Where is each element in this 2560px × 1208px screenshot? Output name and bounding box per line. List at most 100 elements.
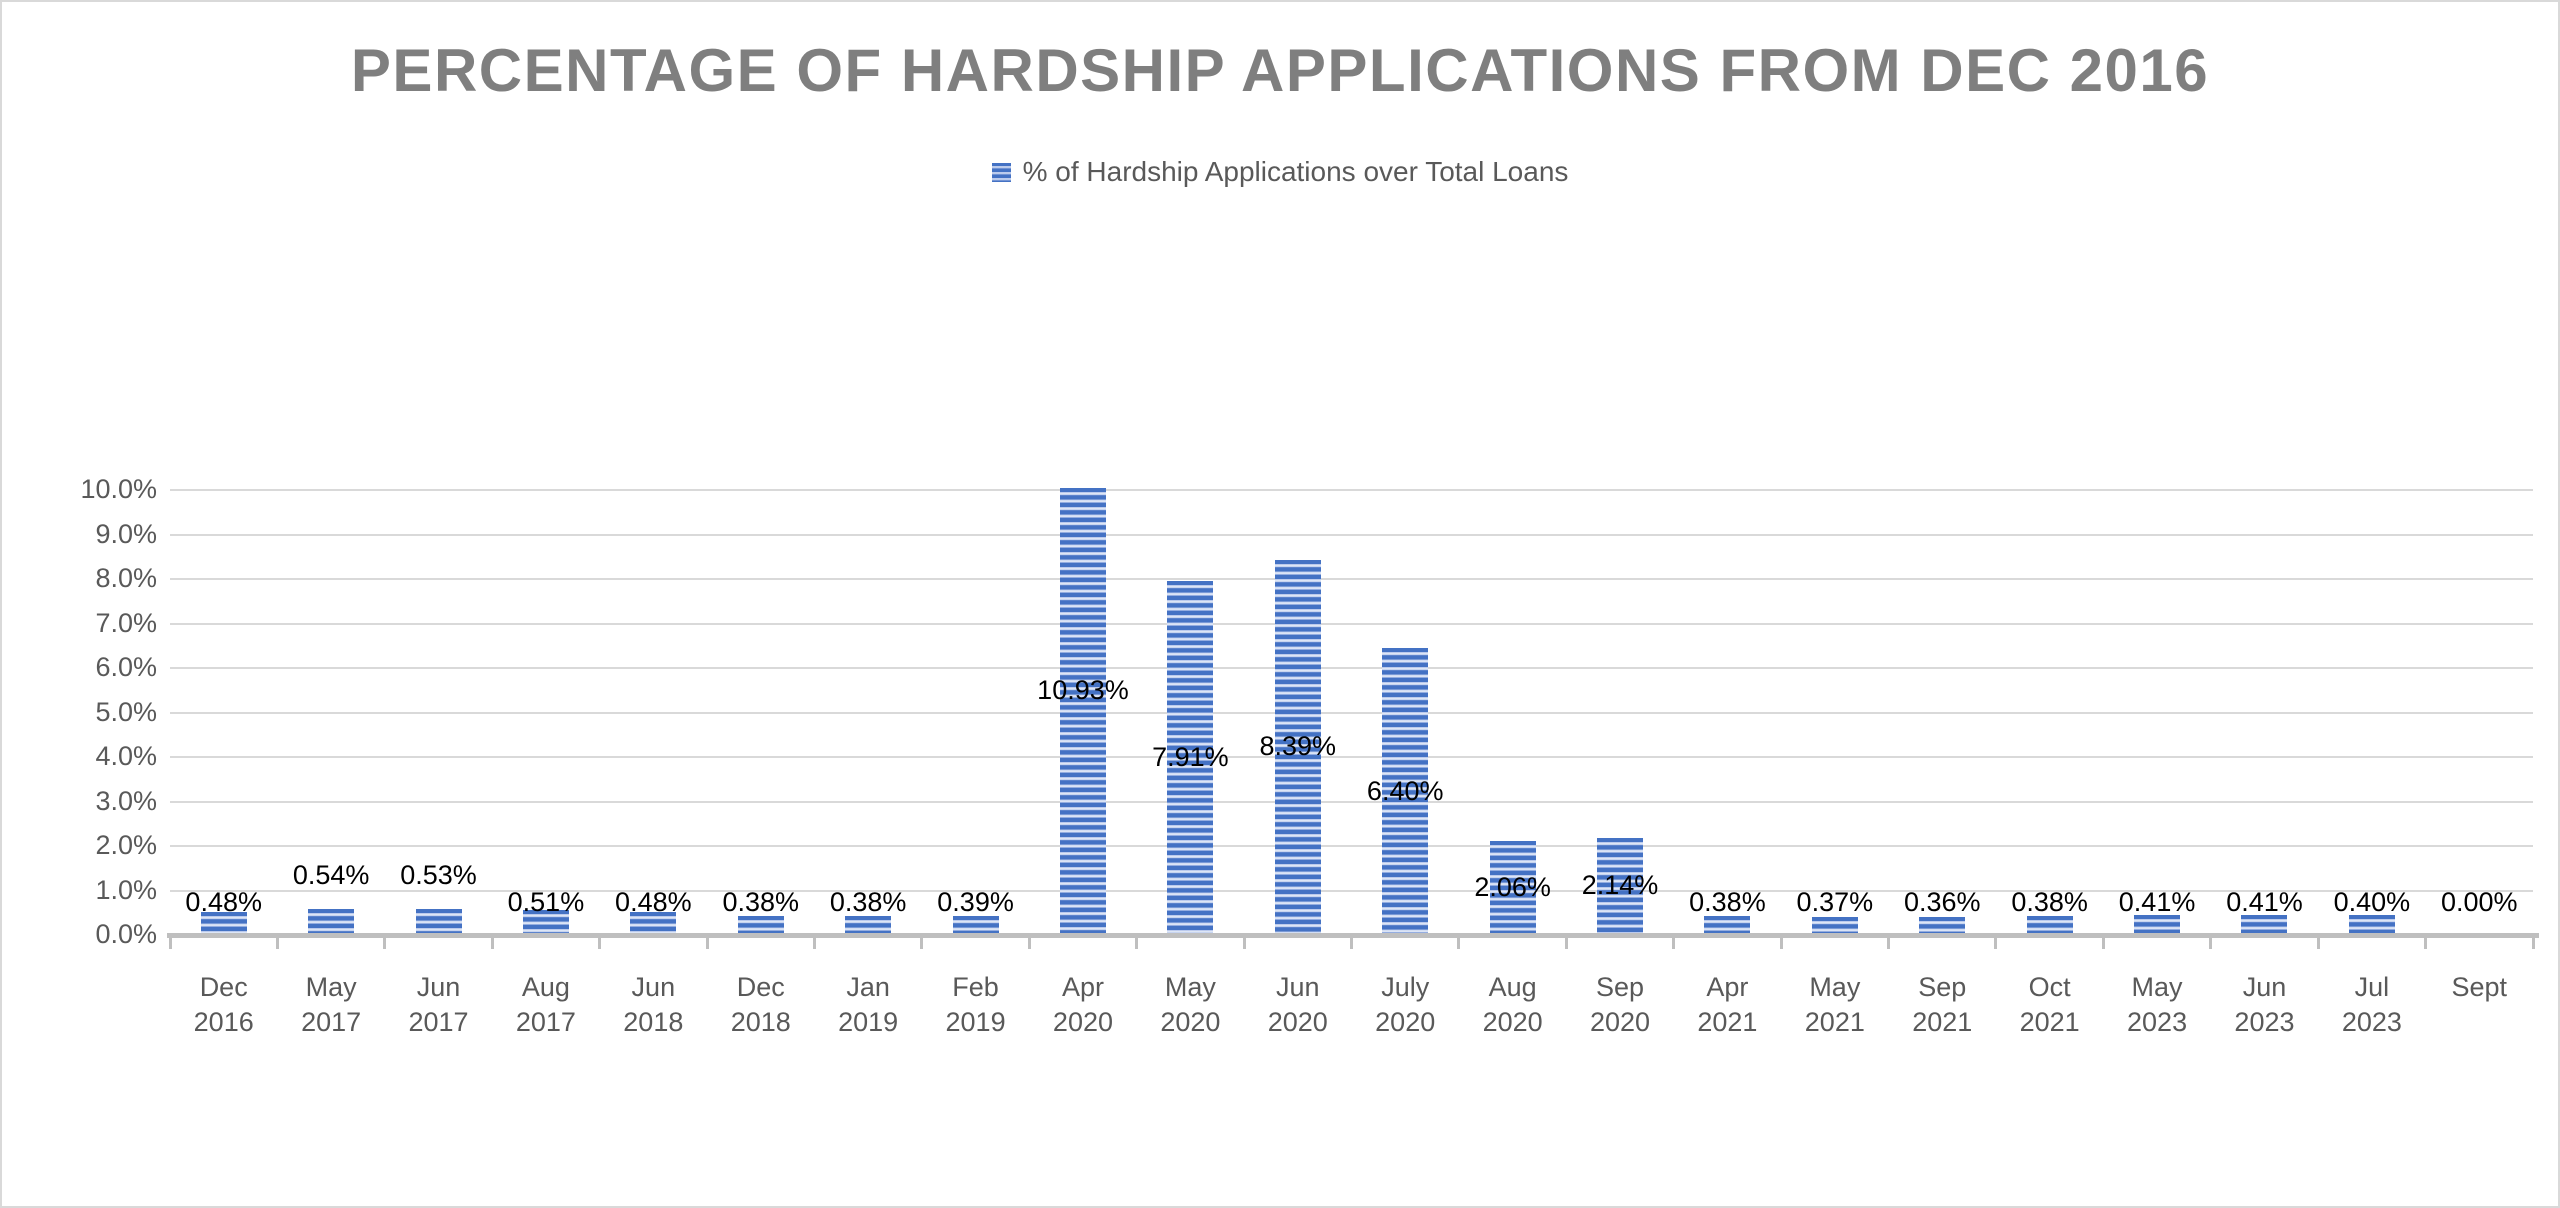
x-label-year: 2020 [1482, 1007, 1543, 1037]
bar-july-2020 [1382, 648, 1429, 933]
bar-feb-2019 [952, 915, 999, 933]
x-axis-category-label: Sep 2020 [1566, 970, 1673, 1040]
x-axis-category-label: Apr 2021 [1674, 970, 1781, 1040]
bar-jun-2018 [630, 911, 677, 933]
bar-data-label: 6.40% [1366, 775, 1444, 806]
x-axis-category-label: Jul 2023 [2318, 970, 2425, 1040]
x-axis-tick [1779, 933, 1783, 949]
y-axis-tick-label: 7.0% [95, 607, 157, 638]
x-label-month: May [305, 972, 357, 1002]
gridline [170, 845, 2533, 847]
x-label-month: Dec [736, 972, 785, 1002]
x-axis-category-label: Sep 2021 [1889, 970, 1996, 1040]
x-axis-category-label: Oct 2021 [1996, 970, 2103, 1040]
x-label-month: Dec [199, 972, 248, 1002]
x-label-year: 2023 [2234, 1007, 2295, 1037]
bar-data-label: 0.54% [292, 860, 370, 890]
bar-data-label: 0.38% [1689, 887, 1766, 917]
bar-data-label: 0.00% [2441, 887, 2518, 917]
x-label-month: Jul [2354, 972, 2390, 1002]
x-label-month: Jan [846, 972, 890, 1002]
x-label-month: Jun [2242, 972, 2287, 1002]
bar-data-label: 0.38% [722, 887, 800, 917]
x-axis-category-label: Aug 2017 [492, 970, 599, 1040]
x-axis-line [167, 933, 2539, 938]
bar-data-label: 0.40% [2333, 887, 2411, 917]
x-axis-category-label: Dec 2016 [170, 970, 277, 1040]
x-axis-category-label: Jun 2023 [2211, 970, 2318, 1040]
bar-aug-2020 [1489, 841, 1536, 933]
bar-oct-2021 [2026, 916, 2073, 933]
x-label-month: Jun [1276, 972, 1320, 1002]
x-label-year: 2021 [1804, 1007, 1865, 1037]
x-axis-tick [490, 933, 494, 949]
bar-data-label: 2.06% [1474, 872, 1551, 903]
y-axis-tick-label: 1.0% [95, 874, 157, 905]
bar-data-label: 2.14% [1581, 870, 1659, 901]
x-label-month: May [1809, 972, 1861, 1002]
gridline [170, 667, 2533, 669]
x-axis-category-label: May 2017 [277, 970, 384, 1040]
x-axis-category-label: Dec 2018 [707, 970, 814, 1040]
bar-jan-2019 [845, 916, 892, 933]
x-label-month: Aug [1488, 972, 1537, 1002]
x-axis-category-label: Jun 2020 [1244, 970, 1351, 1040]
legend-series-label: % of Hardship Applications over Total Lo… [1022, 156, 1569, 187]
x-axis-tick [1027, 933, 1031, 949]
x-axis-tick [920, 933, 924, 949]
bar-may-2021 [1811, 916, 1858, 933]
gridline [170, 533, 2533, 536]
bar-data-label: 0.38% [2011, 887, 2088, 917]
bar-dec-2018 [737, 916, 784, 933]
x-label-year: 2020 [1160, 1007, 1221, 1037]
x-axis-tick [2531, 933, 2535, 949]
gridline [170, 578, 2533, 580]
y-axis-tick-label: 4.0% [95, 741, 157, 771]
y-axis-tick-label: 0.0% [95, 919, 157, 949]
x-axis-tick [1242, 933, 1246, 949]
bar-data-label: 0.48% [615, 887, 692, 917]
legend: % of Hardship Applications over Total Lo… [2, 156, 2558, 188]
x-label-year: 2016 [193, 1007, 254, 1037]
x-label-month: Jun [416, 972, 461, 1002]
y-axis-tick-label: 9.0% [95, 518, 157, 549]
y-axis-tick-label: 2.0% [95, 830, 157, 860]
x-label-year: 2017 [301, 1007, 362, 1037]
x-axis-tick [1994, 933, 1998, 949]
x-axis-tick [168, 933, 172, 949]
gridline [170, 756, 2533, 758]
x-axis-category-label: July 2020 [1352, 970, 1459, 1040]
x-axis-tick [383, 933, 387, 949]
gridline [170, 622, 2533, 625]
x-axis-tick [2209, 933, 2213, 949]
bar-jun-2020 [1274, 559, 1321, 933]
x-axis-tick [1457, 933, 1461, 949]
bar-data-label: 8.39% [1259, 731, 1337, 762]
bar-data-label: 0.51% [507, 887, 585, 917]
x-axis-category-label: Jun 2017 [385, 970, 492, 1040]
x-axis-tick [1887, 933, 1891, 949]
x-label-year: 2020 [1375, 1007, 1436, 1037]
x-axis-category-label: Feb 2019 [922, 970, 1029, 1040]
bar-apr-2021 [1704, 916, 1751, 933]
y-axis-tick-label: 5.0% [95, 696, 157, 727]
x-label-year: 2020 [1052, 1007, 1113, 1037]
x-label-month: July [1381, 972, 1430, 1002]
bar-data-label: 0.37% [1796, 887, 1874, 917]
bar-apr-2020 [1059, 488, 1106, 933]
x-label-month: Apr [1706, 972, 1749, 1002]
y-axis-tick-label: 6.0% [95, 652, 157, 682]
bar-data-label: 0.36% [1903, 887, 1981, 917]
bar-data-label: 0.38% [829, 887, 907, 917]
x-axis-category-label: Aug 2020 [1459, 970, 1566, 1040]
x-label-month: Apr [1061, 972, 1104, 1002]
x-label-year: 2017 [408, 1007, 469, 1037]
x-label-month: Sept [2451, 972, 2508, 1002]
x-label-month: May [1164, 972, 1216, 1002]
gridline [170, 489, 2533, 491]
x-axis-category-label: May 2020 [1137, 970, 1244, 1040]
bar-jul-2023 [2348, 915, 2395, 933]
x-axis-tick [2101, 933, 2105, 949]
x-axis-tick [275, 933, 279, 949]
